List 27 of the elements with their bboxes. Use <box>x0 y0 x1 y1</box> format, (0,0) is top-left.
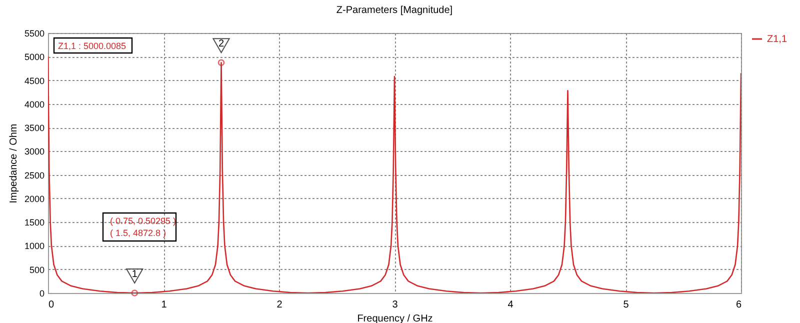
y-tick-label: 4000 <box>24 99 44 110</box>
x-tick-label: 1 <box>161 300 168 310</box>
x-tick-label: 0 <box>48 300 54 310</box>
y-tick-label: 3000 <box>24 146 44 157</box>
y-axis-title: Impedance / Ohm <box>8 124 20 204</box>
y-tick-label: 4500 <box>24 76 44 86</box>
x-tick-label: 4 <box>508 300 514 310</box>
y-tick-label: 500 <box>29 264 44 275</box>
y-tick-label: 2000 <box>24 194 44 204</box>
y-tick-label: 1500 <box>24 218 44 228</box>
y-tick-label: 3500 <box>24 123 44 134</box>
y-tick-label: 1000 <box>24 241 44 252</box>
annotation: ( 0.75, 0.50295 ) <box>110 216 176 226</box>
x-tick-label: 6 <box>736 300 742 310</box>
chart-title: Z-Parameters [Magnitude] <box>336 5 453 16</box>
annotation: 2 <box>218 38 224 50</box>
y-tick-label: 5500 <box>24 28 44 38</box>
x-tick-label: 3 <box>392 300 398 310</box>
annotation: ( 1.5, 4872.8 ) <box>110 228 166 238</box>
y-tick-label: 0 <box>39 288 44 298</box>
annotation: 1 <box>132 268 138 280</box>
y-tick-label: 2500 <box>24 170 44 180</box>
x-tick-label: 2 <box>276 300 283 310</box>
annotation: Z1,1 : 5000.0085 <box>58 41 126 51</box>
legend-label: Z1,1 <box>767 34 788 45</box>
x-tick-label: 5 <box>623 300 630 310</box>
y-tick-label: 5000 <box>24 52 44 62</box>
